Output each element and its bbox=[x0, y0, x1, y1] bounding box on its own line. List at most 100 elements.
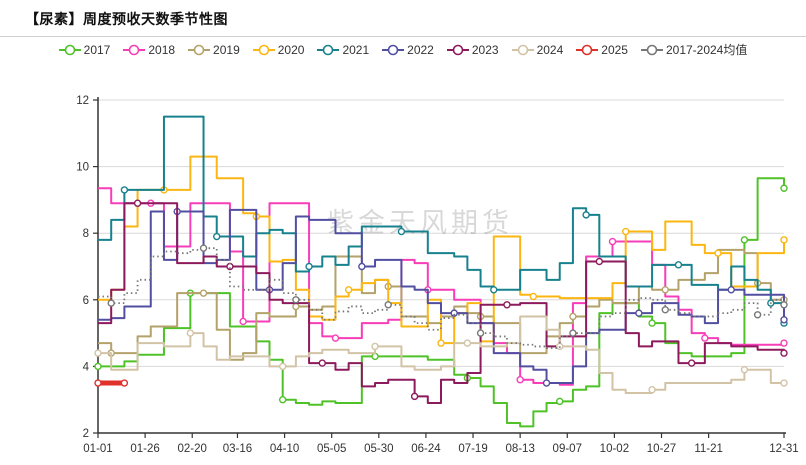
x-tick-label: 05-30 bbox=[364, 443, 393, 455]
data-point-marker-2024 bbox=[648, 386, 656, 394]
x-tick-label: 10-27 bbox=[647, 443, 676, 455]
legend-marker-icon bbox=[188, 44, 211, 55]
data-point-marker-2025 bbox=[94, 379, 102, 387]
data-point-marker-2022 bbox=[542, 379, 551, 387]
legend-item-2025[interactable]: 2025 bbox=[576, 43, 628, 57]
y-tick-label: 12 bbox=[76, 95, 89, 107]
legend-item-2022[interactable]: 2022 bbox=[382, 43, 434, 57]
data-point-marker-2017-2024均值 bbox=[661, 306, 669, 314]
legend-marker-icon bbox=[576, 44, 599, 55]
x-tick-label: 04-10 bbox=[270, 443, 299, 455]
legend-item-2019[interactable]: 2019 bbox=[188, 43, 240, 57]
data-point-marker-2018 bbox=[701, 334, 709, 342]
data-point-marker-2023 bbox=[133, 199, 142, 207]
data-point-marker-2017-2024均值 bbox=[569, 329, 577, 337]
x-tick-label: 08-13 bbox=[505, 443, 534, 455]
legend: 2017 2018 2019 2020 2021 2022 2023 2024 2025 2017… bbox=[0, 41, 806, 58]
legend-item-2023[interactable]: 2023 bbox=[446, 43, 499, 57]
data-point-marker-2020 bbox=[714, 249, 722, 257]
data-point-marker-2022 bbox=[450, 309, 458, 317]
data-point-marker-2017 bbox=[740, 236, 749, 244]
legend-marker-icon bbox=[317, 44, 340, 55]
legend-label: 2020 bbox=[277, 42, 305, 57]
data-point-marker-2023 bbox=[318, 359, 326, 367]
x-tick-label: 01-26 bbox=[130, 443, 159, 455]
data-point-marker-2017-2024均值 bbox=[107, 299, 115, 307]
data-point-marker-2017-2024均值 bbox=[780, 301, 788, 309]
x-tick-label: 02-20 bbox=[178, 443, 207, 455]
y-tick-label: 4 bbox=[83, 361, 90, 373]
legend-marker-icon bbox=[252, 44, 275, 55]
data-point-marker-2023 bbox=[595, 257, 604, 266]
data-point-marker-2018 bbox=[780, 339, 788, 347]
y-tick-label: 2 bbox=[83, 428, 89, 440]
legend-item-2017-2024均值[interactable]: 2017-2024均值 bbox=[640, 41, 748, 58]
x-tick-label: 06-24 bbox=[411, 443, 441, 455]
data-point-marker-2018 bbox=[331, 334, 340, 342]
data-point-marker-2021 bbox=[674, 261, 683, 269]
data-point-marker-2017 bbox=[371, 352, 379, 361]
y-tick-label: 10 bbox=[76, 162, 89, 174]
legend-item-2020[interactable]: 2020 bbox=[252, 42, 305, 57]
series-line-2021 bbox=[98, 115, 785, 324]
data-point-marker-2023 bbox=[503, 301, 511, 309]
data-point-marker-2023 bbox=[780, 349, 788, 357]
data-point-marker-2017 bbox=[556, 397, 564, 406]
data-point-marker-2025 bbox=[120, 379, 129, 387]
legend-label: 2017-2024均值 bbox=[665, 43, 748, 57]
data-point-marker-2017-2024均值 bbox=[292, 296, 300, 304]
data-point-marker-2020 bbox=[780, 236, 788, 244]
data-point-marker-2020 bbox=[344, 286, 353, 294]
data-point-marker-2023 bbox=[410, 392, 419, 401]
data-point-marker-2020 bbox=[621, 227, 630, 236]
data-point-marker-2017-2024均值 bbox=[753, 311, 762, 319]
title-divider bbox=[0, 36, 806, 37]
data-point-marker-2022 bbox=[358, 262, 366, 271]
y-tick-label: 6 bbox=[83, 295, 89, 307]
data-point-marker-2021 bbox=[490, 286, 498, 294]
data-point-marker-2024 bbox=[94, 349, 102, 357]
x-tick-label: 10-02 bbox=[600, 443, 629, 455]
x-tick-label: 03-16 bbox=[223, 443, 252, 455]
data-point-marker-2021 bbox=[397, 227, 406, 236]
x-tick-label: 11-21 bbox=[694, 443, 723, 455]
legend-marker-icon bbox=[446, 44, 469, 55]
data-point-marker-2019 bbox=[661, 286, 669, 294]
legend-label: 2021 bbox=[342, 42, 370, 57]
header: 【尿素】周度预收天数季节性图 2017 2018 2019 2020 2021 2022 2… bbox=[0, 0, 806, 58]
legend-marker-icon bbox=[640, 44, 663, 55]
data-point-marker-2022 bbox=[635, 309, 643, 317]
data-point-marker-2024 bbox=[740, 366, 749, 374]
legend-item-2018[interactable]: 2018 bbox=[123, 43, 175, 57]
data-point-marker-2020 bbox=[437, 339, 445, 347]
legend-marker-icon bbox=[123, 44, 146, 55]
x-tick-label: 05-05 bbox=[317, 443, 346, 455]
page-title: 【尿素】周度预收天数季节性图 bbox=[25, 11, 228, 27]
legend-marker-icon bbox=[511, 44, 534, 55]
data-point-marker-2017 bbox=[780, 184, 788, 192]
legend-item-2017[interactable]: 2017 bbox=[58, 43, 110, 57]
series-line-2022 bbox=[98, 208, 785, 385]
data-point-marker-2017-2024均值 bbox=[384, 301, 392, 309]
data-point-marker-2022 bbox=[727, 286, 735, 294]
data-point-marker-2024 bbox=[278, 362, 287, 371]
legend-item-2021[interactable]: 2021 bbox=[317, 43, 369, 57]
series-line-2017-2024均值 bbox=[98, 247, 785, 349]
data-point-marker-2017-2024均值 bbox=[476, 329, 485, 337]
data-point-marker-2018 bbox=[608, 237, 617, 246]
series-line-2023 bbox=[98, 202, 785, 405]
legend-label: 2025 bbox=[601, 42, 628, 57]
data-point-marker-2017 bbox=[94, 362, 102, 371]
legend-item-2024[interactable]: 2024 bbox=[511, 43, 563, 57]
legend-label: 2022 bbox=[407, 42, 434, 57]
data-point-marker-2018 bbox=[516, 376, 524, 384]
data-point-marker-2021 bbox=[120, 186, 129, 194]
data-point-marker-2021 bbox=[305, 262, 313, 271]
data-point-marker-2021 bbox=[213, 232, 221, 241]
x-tick-label: 01-01 bbox=[83, 443, 112, 455]
data-point-marker-2021 bbox=[582, 211, 590, 219]
data-point-marker-2019 bbox=[199, 289, 208, 297]
y-tick-label: 8 bbox=[83, 228, 89, 240]
